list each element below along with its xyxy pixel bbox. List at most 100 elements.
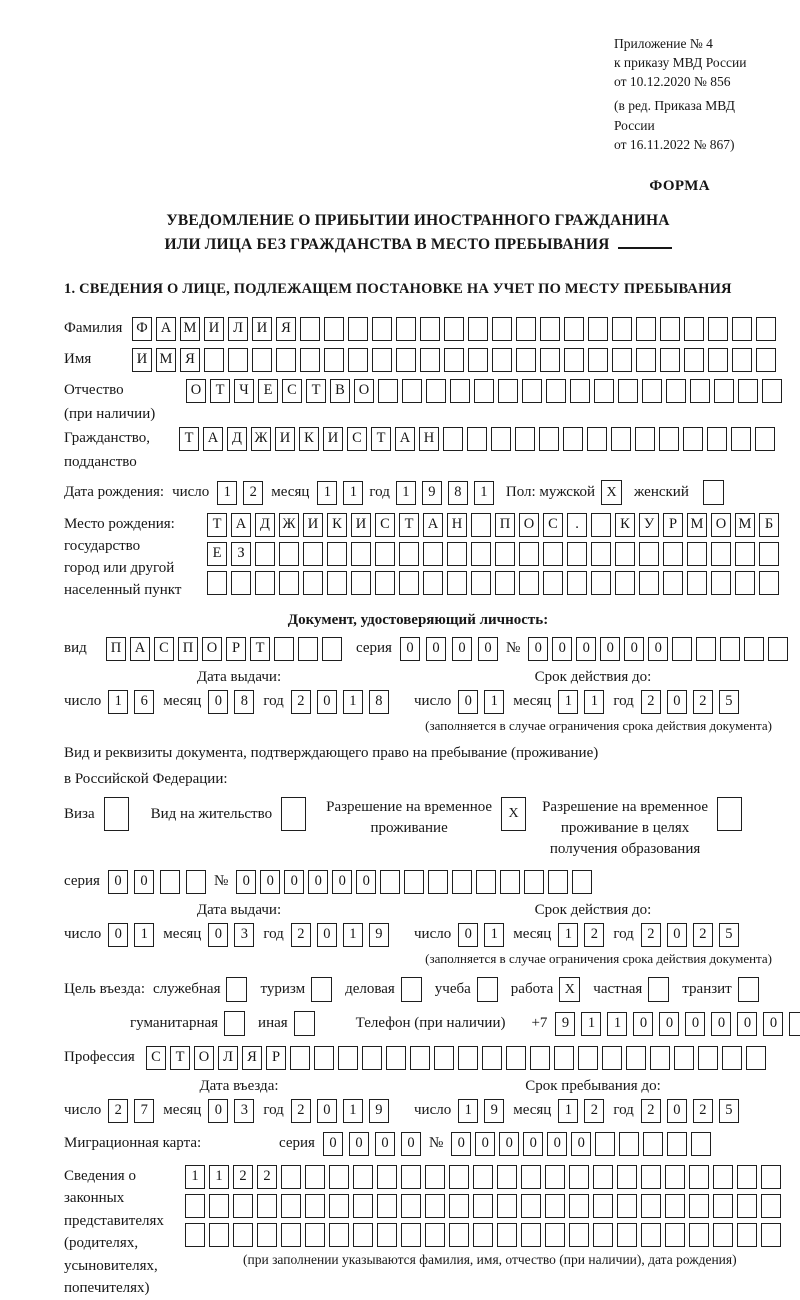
char-cell[interactable]: [290, 1045, 310, 1070]
char-cell[interactable]: [617, 1164, 637, 1189]
char-cell[interactable]: [641, 1164, 661, 1189]
char-cell[interactable]: 0: [284, 869, 305, 894]
char-cell[interactable]: [756, 316, 776, 341]
char-cell[interactable]: С: [154, 636, 174, 661]
char-cell[interactable]: 0: [477, 636, 498, 661]
char-cell[interactable]: 0: [624, 636, 645, 661]
char-cell[interactable]: 0: [348, 1131, 369, 1156]
char-cell[interactable]: [732, 316, 752, 341]
char-cell[interactable]: 1: [134, 922, 155, 947]
char-cell[interactable]: 2: [692, 1098, 713, 1123]
char-cell[interactable]: Н: [419, 426, 439, 451]
char-cell[interactable]: [434, 1045, 454, 1070]
char-cell[interactable]: [378, 378, 398, 403]
char-cell[interactable]: 7: [134, 1098, 155, 1123]
char-cell[interactable]: Ф: [132, 316, 152, 341]
char-cell[interactable]: [545, 1222, 565, 1247]
char-cell[interactable]: 1: [473, 480, 494, 505]
char-cell[interactable]: 0: [107, 869, 128, 894]
char-cell[interactable]: 3: [234, 1098, 255, 1123]
char-cell[interactable]: 9: [368, 1098, 389, 1123]
char-cell[interactable]: К: [299, 426, 319, 451]
char-cell[interactable]: [185, 1222, 205, 1247]
char-cell[interactable]: [327, 541, 347, 566]
char-cell[interactable]: [515, 426, 535, 451]
char-cell[interactable]: [233, 1222, 253, 1247]
residence-permit-checkbox[interactable]: [281, 796, 307, 831]
char-cell[interactable]: [602, 1045, 622, 1070]
char-cell[interactable]: [420, 347, 440, 372]
char-cell[interactable]: [375, 570, 395, 595]
char-cell[interactable]: [746, 1045, 766, 1070]
char-cell[interactable]: [428, 869, 449, 894]
char-cell[interactable]: [450, 378, 470, 403]
char-cell[interactable]: Д: [255, 512, 275, 537]
char-cell[interactable]: [495, 570, 515, 595]
char-cell[interactable]: А: [423, 512, 443, 537]
char-cell[interactable]: [714, 378, 734, 403]
char-cell[interactable]: И: [252, 316, 272, 341]
char-cell[interactable]: [569, 1164, 589, 1189]
char-cell[interactable]: [399, 541, 419, 566]
char-cell[interactable]: [255, 541, 275, 566]
char-cell[interactable]: .: [567, 512, 587, 537]
char-cell[interactable]: [689, 1164, 709, 1189]
char-cell[interactable]: П: [106, 636, 126, 661]
char-cell[interactable]: [329, 1193, 349, 1218]
char-cell[interactable]: 0: [458, 689, 479, 714]
char-cell[interactable]: [449, 1193, 469, 1218]
char-cell[interactable]: [663, 570, 683, 595]
char-cell[interactable]: [666, 378, 686, 403]
char-cell[interactable]: [595, 1131, 616, 1156]
char-cell[interactable]: 5: [718, 689, 739, 714]
char-cell[interactable]: [642, 378, 662, 403]
char-cell[interactable]: [492, 316, 512, 341]
char-cell[interactable]: 2: [243, 480, 264, 505]
purpose-study-checkbox[interactable]: [476, 977, 498, 1003]
char-cell[interactable]: [443, 426, 463, 451]
char-cell[interactable]: Р: [226, 636, 246, 661]
char-cell[interactable]: 0: [308, 869, 329, 894]
char-cell[interactable]: [447, 570, 467, 595]
char-cell[interactable]: [420, 316, 440, 341]
char-cell[interactable]: 0: [666, 689, 687, 714]
char-cell[interactable]: [521, 1222, 541, 1247]
char-cell[interactable]: [404, 869, 425, 894]
char-cell[interactable]: Я: [276, 316, 296, 341]
char-cell[interactable]: О: [194, 1045, 214, 1070]
char-cell[interactable]: [761, 1222, 781, 1247]
char-cell[interactable]: Я: [242, 1045, 262, 1070]
purpose-transit-checkbox[interactable]: [737, 977, 759, 1003]
char-cell[interactable]: 8: [368, 689, 389, 714]
char-cell[interactable]: [591, 570, 611, 595]
char-cell[interactable]: [353, 1193, 373, 1218]
char-cell[interactable]: [281, 1193, 301, 1218]
char-cell[interactable]: [476, 869, 497, 894]
sex-female-checkbox[interactable]: [702, 480, 724, 506]
char-cell[interactable]: [314, 1045, 334, 1070]
char-cell[interactable]: Т: [207, 512, 227, 537]
char-cell[interactable]: [362, 1045, 382, 1070]
char-cell[interactable]: [521, 1193, 541, 1218]
char-cell[interactable]: [698, 1045, 718, 1070]
char-cell[interactable]: [672, 636, 693, 661]
purpose-work-checkbox[interactable]: X: [559, 977, 581, 1003]
char-cell[interactable]: [548, 869, 569, 894]
char-cell[interactable]: 0: [552, 636, 573, 661]
char-cell[interactable]: [471, 541, 491, 566]
purpose-private-checkbox[interactable]: [648, 977, 670, 1003]
char-cell[interactable]: 6: [134, 689, 155, 714]
char-cell[interactable]: [209, 1193, 229, 1218]
char-cell[interactable]: Ж: [251, 426, 271, 451]
char-cell[interactable]: 1: [342, 689, 363, 714]
char-cell[interactable]: 1: [558, 922, 579, 947]
char-cell[interactable]: 9: [484, 1098, 505, 1123]
char-cell[interactable]: О: [519, 512, 539, 537]
char-cell[interactable]: [351, 570, 371, 595]
char-cell[interactable]: [281, 1164, 301, 1189]
char-cell[interactable]: П: [178, 636, 198, 661]
char-cell[interactable]: 0: [399, 636, 420, 661]
char-cell[interactable]: [300, 316, 320, 341]
char-cell[interactable]: 2: [692, 689, 713, 714]
temp-permit-checkbox[interactable]: X: [501, 796, 527, 831]
